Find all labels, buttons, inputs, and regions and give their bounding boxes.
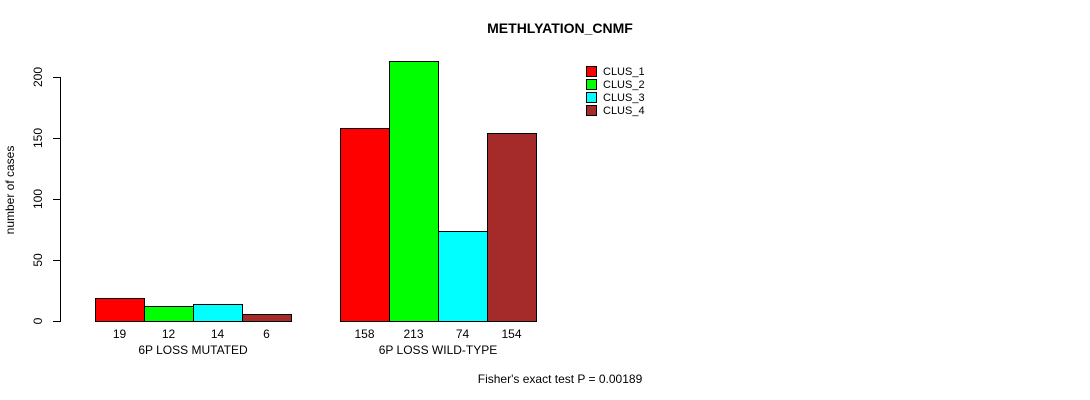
legend-label: CLUS_2 bbox=[603, 78, 645, 91]
y-tick-label: 0 bbox=[31, 317, 45, 325]
y-tick bbox=[53, 199, 60, 200]
legend-item-clus_1: CLUS_1 bbox=[586, 65, 645, 78]
y-tick-label: 200 bbox=[31, 66, 45, 88]
legend-item-clus_3: CLUS_3 bbox=[586, 91, 645, 104]
legend-label: CLUS_4 bbox=[603, 104, 645, 117]
legend: CLUS_1 CLUS_2 CLUS_3 CLUS_4 bbox=[586, 65, 645, 117]
legend-swatch-clus_1 bbox=[586, 66, 597, 77]
bar-value-label: 154 bbox=[501, 327, 522, 341]
bar-value-label: 74 bbox=[455, 327, 470, 341]
y-tick-label: 150 bbox=[31, 127, 45, 149]
bar-clus_3-group2 bbox=[438, 231, 488, 322]
bar-value-label: 19 bbox=[112, 327, 127, 341]
y-tick bbox=[53, 260, 60, 261]
bar-value-label: 12 bbox=[161, 327, 176, 341]
y-tick-label: 50 bbox=[31, 253, 45, 267]
y-tick bbox=[53, 321, 60, 322]
y-axis-title: number of cases bbox=[3, 145, 17, 235]
bar-value-label: 213 bbox=[403, 327, 424, 341]
bar-value-label: 158 bbox=[354, 327, 375, 341]
bar-clus_1-group2 bbox=[340, 128, 390, 322]
bar-value-label: 6 bbox=[263, 327, 270, 341]
bar-clus_1-group1 bbox=[95, 298, 145, 322]
bar-clus_4-group2 bbox=[487, 133, 537, 322]
y-tick bbox=[53, 77, 60, 78]
legend-item-clus_2: CLUS_2 bbox=[586, 78, 645, 91]
legend-swatch-clus_3 bbox=[586, 92, 597, 103]
legend-swatch-clus_4 bbox=[586, 105, 597, 116]
bar-clus_4-group1 bbox=[242, 314, 292, 322]
annotation-fisher-test: Fisher's exact test P = 0.00189 bbox=[477, 372, 643, 386]
bar-clus_2-group1 bbox=[144, 306, 194, 322]
legend-item-clus_4: CLUS_4 bbox=[586, 104, 645, 117]
group-label: 6P LOSS WILD-TYPE bbox=[378, 343, 498, 357]
legend-label: CLUS_3 bbox=[603, 91, 645, 104]
y-tick-label: 100 bbox=[31, 188, 45, 210]
y-tick bbox=[53, 138, 60, 139]
bar-clus_3-group1 bbox=[193, 304, 243, 322]
chart-title: METHLYATION_CNMF bbox=[487, 20, 633, 36]
group-label: 6P LOSS MUTATED bbox=[138, 343, 248, 357]
legend-label: CLUS_1 bbox=[603, 65, 645, 78]
legend-swatch-clus_2 bbox=[586, 79, 597, 90]
bar-clus_2-group2 bbox=[389, 61, 439, 322]
y-axis-line bbox=[60, 77, 61, 322]
bar-value-label: 14 bbox=[210, 327, 225, 341]
